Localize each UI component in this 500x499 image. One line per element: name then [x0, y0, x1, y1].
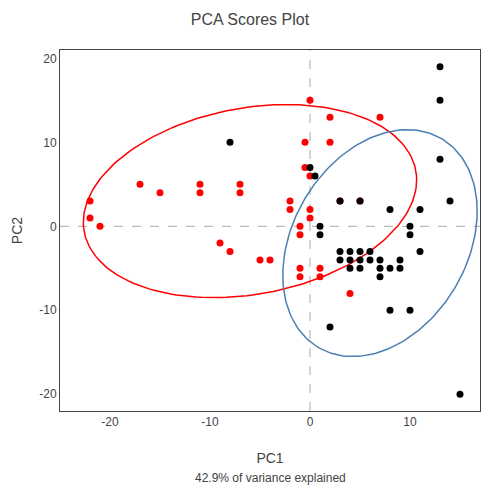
- svg-text:-20: -20: [39, 387, 57, 401]
- svg-text:PCA Scores Plot: PCA Scores Plot: [191, 11, 310, 28]
- svg-text:-20: -20: [101, 415, 119, 429]
- svg-text:10: 10: [403, 415, 417, 429]
- svg-text:10: 10: [43, 136, 57, 150]
- svg-text:PC2: PC2: [9, 217, 25, 244]
- svg-text:PC1: PC1: [256, 450, 283, 466]
- svg-text:0: 0: [307, 415, 314, 429]
- svg-text:-10: -10: [39, 303, 57, 317]
- svg-text:-10: -10: [201, 415, 219, 429]
- svg-text:20: 20: [43, 52, 57, 66]
- svg-text:0: 0: [50, 220, 57, 234]
- svg-text:42.9% of variance explained: 42.9% of variance explained: [195, 471, 346, 485]
